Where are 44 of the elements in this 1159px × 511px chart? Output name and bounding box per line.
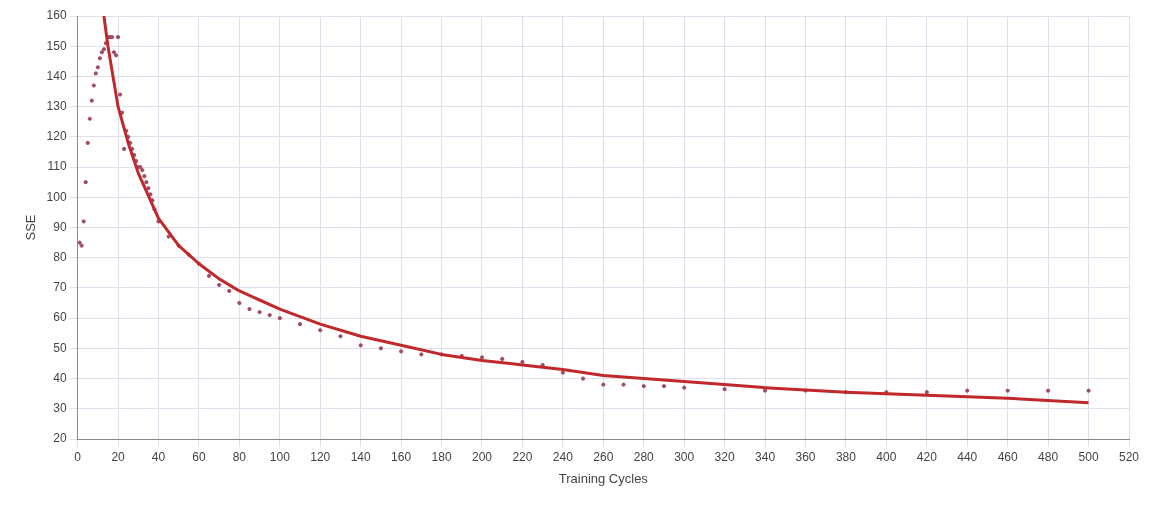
x-tick-label: 80 bbox=[232, 449, 247, 464]
x-axis-title: Training Cycles bbox=[558, 470, 649, 486]
x-tick-label: 460 bbox=[997, 449, 1019, 464]
x-tick-label: 40 bbox=[151, 449, 166, 464]
x-tick-label: 280 bbox=[633, 449, 655, 464]
y-tick-label: 40 bbox=[53, 370, 67, 385]
y-tick-label: 110 bbox=[47, 159, 67, 174]
y-tick-label: 120 bbox=[46, 129, 67, 144]
x-tick-label: 60 bbox=[192, 449, 206, 464]
y-tick-label: 160 bbox=[46, 8, 67, 23]
x-tick-label: 440 bbox=[957, 449, 978, 464]
x-tick-label: 400 bbox=[876, 449, 897, 464]
x-tick-label: 220 bbox=[512, 449, 533, 464]
y-axis-title: SSE bbox=[23, 214, 39, 241]
x-tick-label: 420 bbox=[916, 449, 938, 464]
x-tick-label: 120 bbox=[310, 449, 331, 464]
x-tick-label: 100 bbox=[269, 449, 291, 464]
y-tick-label: 70 bbox=[53, 280, 67, 295]
x-tick-label: 500 bbox=[1078, 449, 1099, 464]
x-tick-label: 480 bbox=[1038, 449, 1059, 464]
x-tick-label: 360 bbox=[795, 449, 816, 464]
x-tick-label: 0 bbox=[74, 449, 82, 464]
y-tick-label: 30 bbox=[53, 401, 67, 416]
x-tick-label: 260 bbox=[593, 449, 614, 464]
x-tick-label: 180 bbox=[431, 449, 452, 464]
y-tick-label: 130 bbox=[46, 98, 67, 113]
y-tick-label: 150 bbox=[46, 38, 67, 53]
x-tick-label: 340 bbox=[755, 449, 776, 464]
y-tick-label: 80 bbox=[53, 250, 67, 265]
y-tick-label: 20 bbox=[53, 431, 67, 446]
x-tick-label: 160 bbox=[391, 449, 412, 464]
x-tick-label: 240 bbox=[552, 449, 574, 464]
y-tick-label: 90 bbox=[53, 219, 67, 234]
x-tick-label: 200 bbox=[471, 449, 493, 464]
y-tick-label: 140 bbox=[46, 68, 67, 83]
y-tick-label: 100 bbox=[46, 189, 67, 204]
x-tick-label: 520 bbox=[1118, 449, 1140, 464]
x-tick-label: 20 bbox=[111, 449, 126, 464]
y-tick-label: 50 bbox=[53, 340, 67, 355]
x-tick-label: 140 bbox=[350, 449, 372, 464]
y-tick-label: 60 bbox=[53, 310, 67, 325]
x-tick-label: 380 bbox=[835, 449, 857, 464]
x-tick-label: 320 bbox=[714, 449, 735, 464]
x-tick-label: 300 bbox=[674, 449, 695, 464]
